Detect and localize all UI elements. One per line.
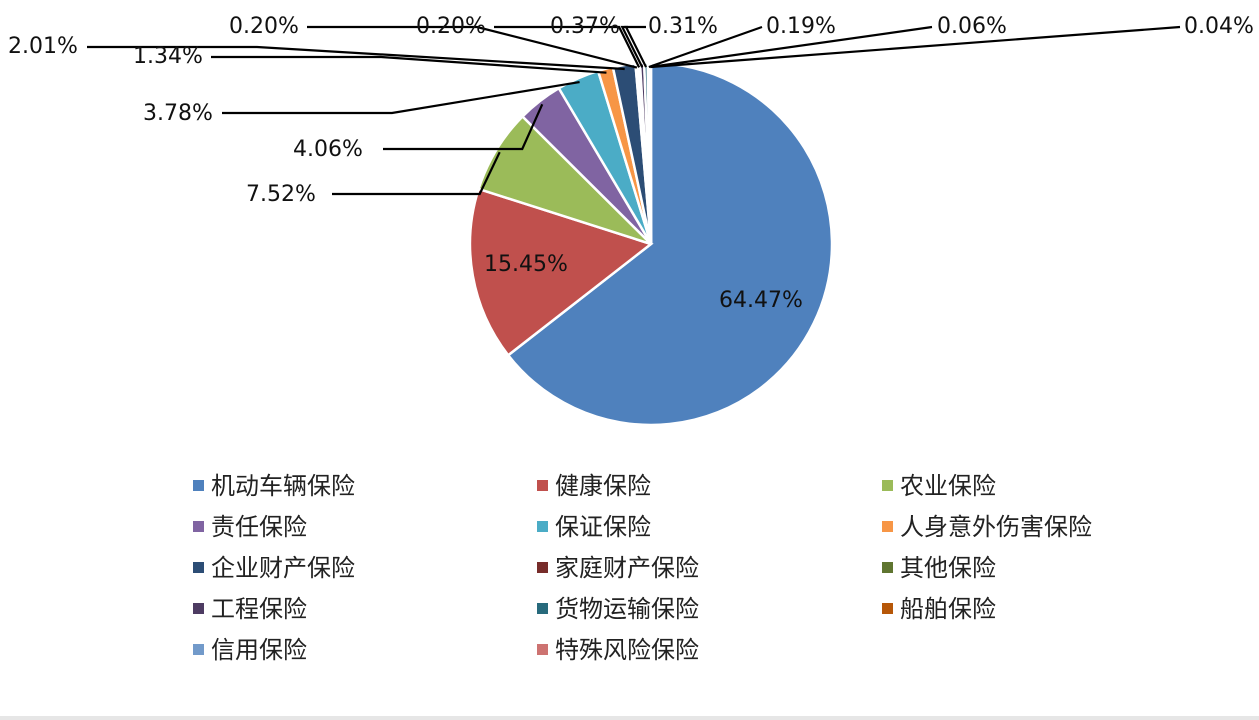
slice-label: 0.19% bbox=[766, 14, 836, 39]
legend-swatch bbox=[537, 603, 548, 614]
legend-label: 货物运输保险 bbox=[555, 595, 699, 623]
legend-swatch bbox=[882, 480, 893, 491]
slice-label: 0.20% bbox=[416, 14, 486, 39]
legend-swatch bbox=[882, 603, 893, 614]
leader-line bbox=[648, 25, 763, 69]
legend-swatch bbox=[193, 603, 204, 614]
leader-line bbox=[650, 25, 1181, 69]
leader-line bbox=[307, 25, 638, 69]
pie-slice bbox=[506, 61, 834, 427]
leader-line bbox=[211, 55, 607, 74]
leader-line bbox=[624, 25, 648, 68]
slice-label: 2.01% bbox=[8, 34, 78, 59]
slice-label: 3.78% bbox=[143, 101, 213, 126]
legend-swatch bbox=[537, 562, 548, 573]
legend-label: 保证保险 bbox=[555, 513, 651, 541]
slice-label: 0.31% bbox=[648, 14, 718, 39]
legend-label: 特殊风险保险 bbox=[555, 636, 699, 664]
slice-label: 7.52% bbox=[246, 182, 316, 207]
legend-label: 健康保险 bbox=[555, 472, 651, 500]
slice-label: 15.45% bbox=[484, 252, 568, 277]
slice-label: 0.06% bbox=[937, 14, 1007, 39]
legend-swatch bbox=[193, 480, 204, 491]
pie-slices bbox=[468, 61, 834, 427]
leader-lines bbox=[87, 25, 1181, 196]
legend-swatch bbox=[193, 521, 204, 532]
legend-swatch bbox=[193, 562, 204, 573]
legend-label: 家庭财产保险 bbox=[555, 554, 699, 582]
leader-line bbox=[650, 25, 933, 69]
slice-label: 4.06% bbox=[293, 137, 363, 162]
slice-labels: 64.47% 15.45% 7.52% 4.06% 3.78% 1.34% 2.01% 0.2… bbox=[8, 14, 1254, 313]
leader-line bbox=[87, 45, 625, 71]
legend-label: 农业保险 bbox=[900, 472, 996, 500]
legend-label: 船舶保险 bbox=[900, 595, 996, 623]
slice-label: 0.37% bbox=[550, 14, 620, 39]
leader-line bbox=[620, 25, 644, 68]
legend-swatch bbox=[882, 562, 893, 573]
legend-label: 责任保险 bbox=[211, 513, 307, 541]
legend-label: 其他保险 bbox=[900, 554, 996, 582]
legend-swatch bbox=[537, 644, 548, 655]
leader-line bbox=[222, 80, 580, 115]
leader-line bbox=[494, 25, 641, 68]
slice-label: 0.04% bbox=[1184, 14, 1254, 39]
slice-label: 64.47% bbox=[719, 288, 803, 313]
legend-label: 工程保险 bbox=[211, 595, 307, 623]
slice-label: 0.20% bbox=[229, 14, 299, 39]
legend-label: 企业财产保险 bbox=[211, 554, 355, 582]
bottom-divider bbox=[0, 716, 1259, 720]
leader-line bbox=[332, 151, 501, 196]
leader-line bbox=[383, 103, 544, 151]
legend-label: 人身意外伤害保险 bbox=[900, 513, 1092, 541]
legend-swatch bbox=[882, 521, 893, 532]
legend-label: 机动车辆保险 bbox=[211, 472, 355, 500]
legend-swatch bbox=[193, 644, 204, 655]
legend-swatch bbox=[537, 521, 548, 532]
slice-label: 1.34% bbox=[133, 44, 203, 69]
legend-swatch bbox=[537, 480, 548, 491]
legend-label: 信用保险 bbox=[211, 636, 307, 664]
